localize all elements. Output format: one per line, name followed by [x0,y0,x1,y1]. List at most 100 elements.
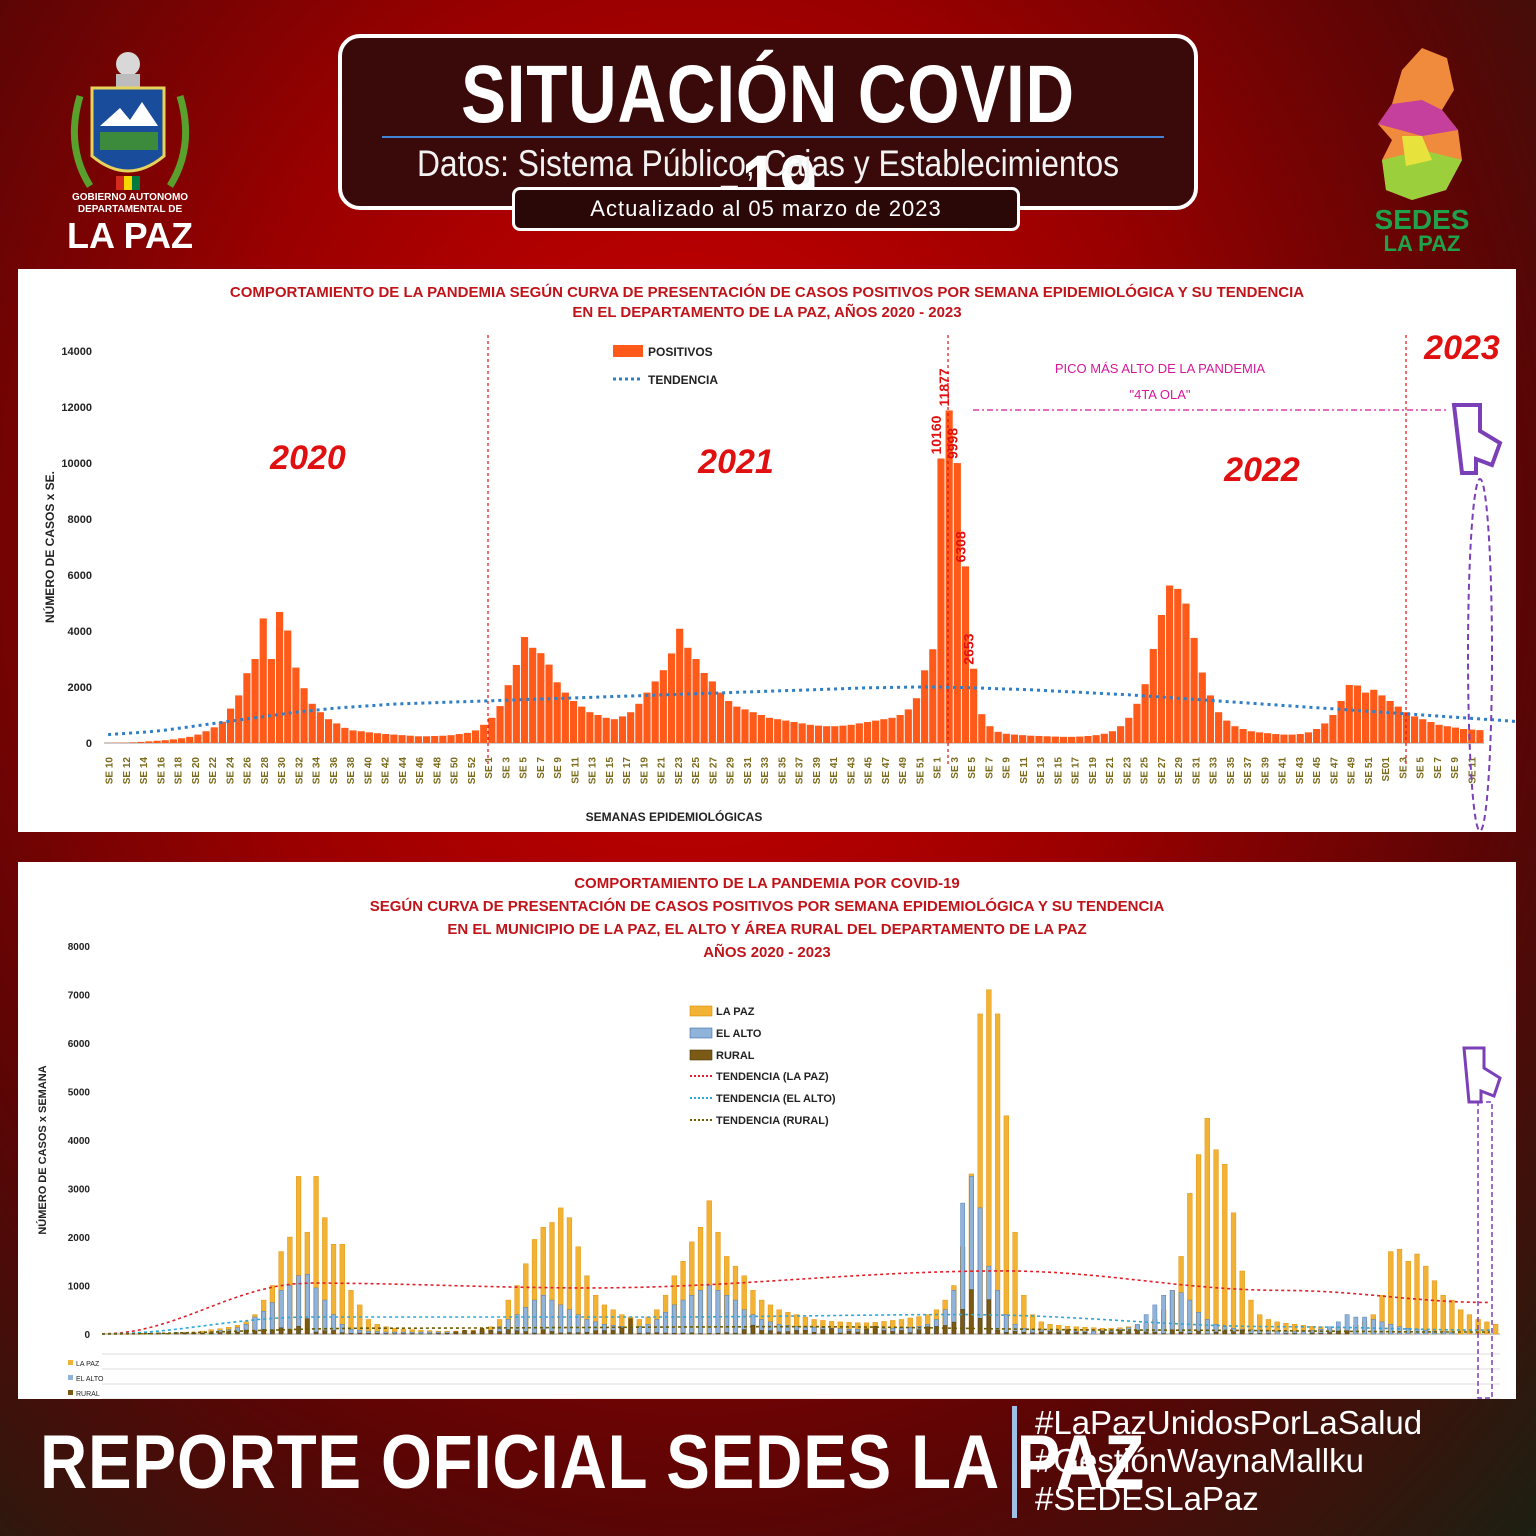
cases-bar [839,725,847,743]
series-bar [1082,1332,1087,1335]
series-bar [733,1332,738,1335]
x-tick-label: SE 10 [105,757,116,785]
series-bar [1004,1332,1009,1335]
series-bar [672,1332,677,1335]
cases-bar [447,735,455,743]
series-bar [689,1295,695,1335]
cases-bar [300,688,308,743]
legend-positivos-swatch [613,345,643,357]
cases-bar [978,714,986,743]
series-bar [549,1331,554,1335]
cases-bar [888,717,896,743]
x-tick-label: SE 29 [726,757,737,785]
cases-bar [1051,736,1059,743]
x-tick-label: SE 52 [467,757,478,785]
x-tick-label: SE 18 [174,757,185,785]
x-tick-label: SE 22 [208,757,219,785]
series-bar [480,1327,485,1335]
series-bar [681,1332,686,1335]
cases-bar [880,719,888,743]
x-tick-label: SE 12 [122,757,133,785]
legend-swatch [689,1027,713,1039]
cases-bar [929,649,937,743]
hashtag-3[interactable]: #SEDESLaPaz [1035,1480,1259,1517]
series-bar [279,1327,284,1335]
table-row-label: RURAL [76,1391,100,1398]
x-tick-label: SE 45 [864,757,875,785]
series-bar [1327,1332,1332,1335]
cases-bar [602,717,610,743]
highlight-ellipse [1467,478,1493,832]
x-tick-label: SE 34 [312,757,323,785]
logo-text-line1: GOBIERNO AUTONOMO [71,192,189,203]
chart2-title-line2: SEGÚN CURVA DE PRESENTACIÓN DE CASOS POS… [369,898,1165,915]
series-bar [777,1331,782,1335]
x-tick-label: SE 15 [1053,757,1064,785]
sedes-logo-line1: SEDES [1374,204,1470,235]
x-tick-label: SE01 [1381,757,1392,782]
cases-bar [161,740,169,743]
cases-bar [1157,615,1166,743]
series-bar [576,1332,581,1335]
cases-bar [520,637,529,743]
series-bar [750,1324,755,1335]
series-bar [366,1333,371,1335]
series-bar [1371,1319,1376,1335]
x-tick-label: SE 48 [432,757,443,785]
cases-bar [1010,734,1019,743]
series-bar [1484,1321,1490,1335]
y-tick-label: 10000 [61,458,92,470]
x-tick-label: SE 38 [346,757,357,785]
series-bar [829,1328,834,1335]
series-bar [1431,1280,1438,1335]
pointing-hand-icon [1451,403,1503,475]
series-bar [994,1013,1001,1335]
x-tick-label: SE 20 [191,757,202,785]
series-bar [1178,1292,1184,1335]
cases-bar [643,692,651,743]
cases-bar [153,740,161,743]
series-bar [724,1295,730,1335]
cases-bar [382,734,390,743]
y-tick-label: 1000 [68,1282,91,1293]
cases-bar [1133,703,1141,743]
cases-bar [406,735,414,743]
cases-bar [1419,719,1427,743]
hashtag-2[interactable]: #GestiónWaynaMallku [1035,1442,1364,1479]
sedes-logo-line2: LA PAZ [1383,231,1461,256]
x-tick-label: SE 23 [674,757,685,785]
cases-bar [1149,648,1157,743]
x-tick-label: SE 35 [777,757,788,785]
series-bar [986,1299,991,1335]
series-bar [1362,1316,1367,1335]
cases-bar [1043,736,1051,743]
municipality-cases-chart: 0 1000 2000 3000 4000 5000 6000 7000 8000 NÚMERO … [36,942,1502,1400]
x-tick-label: SE 51 [1364,757,1375,785]
x-tick-label: SE 39 [1260,757,1271,785]
series-bar [803,1329,808,1335]
series-bar [934,1326,939,1335]
cases-bar [1435,724,1443,743]
cases-bar [1247,731,1255,743]
hashtag-1[interactable]: #LaPazUnidosPorLaSalud [1035,1404,1423,1441]
cases-bar [1337,701,1345,743]
series-bar [995,1330,1000,1335]
table-row-swatch [68,1360,73,1365]
series-bar [287,1285,293,1335]
cases-bar [921,670,929,743]
cases-bar [1198,672,1206,743]
cases-bar [422,736,431,743]
cases-bar [431,736,439,743]
x-tick-label: SE 43 [846,757,857,785]
x-tick-label: SE 46 [415,757,426,785]
series-bar [1466,1314,1473,1335]
logo-text-line3: LA PAZ [67,215,193,256]
cases-bar [1460,729,1468,743]
cases-bar [1182,603,1190,743]
cases-bar [1223,720,1231,743]
cases-bar [904,709,912,743]
peak-data-label: 11877 [936,368,952,406]
series-bar [348,1290,354,1335]
cases-bar [1386,701,1394,743]
cases-bar [757,715,765,743]
